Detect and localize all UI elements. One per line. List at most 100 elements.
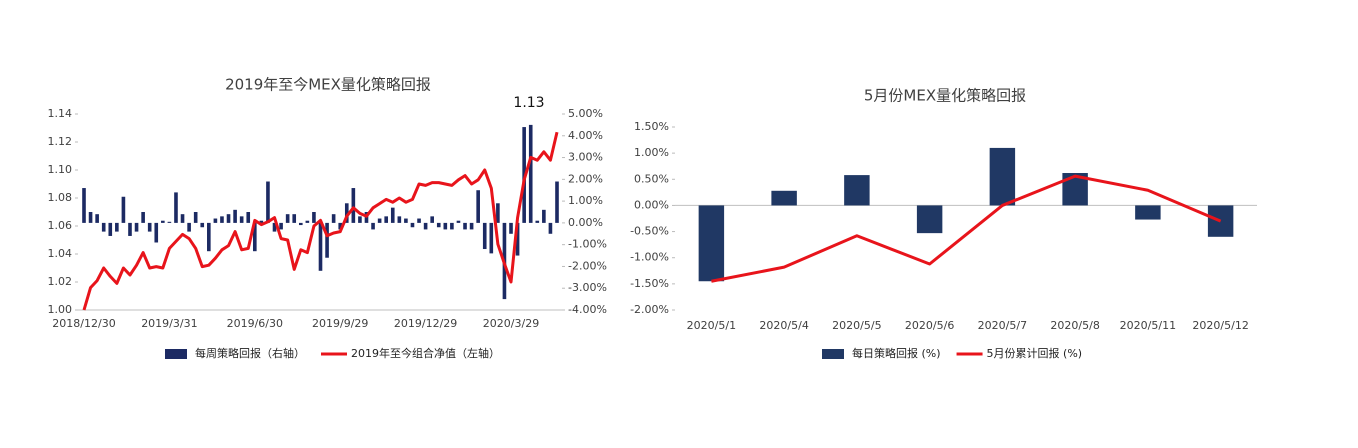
legend-label: 2019年至今组合净值（左轴）	[351, 346, 500, 360]
x-tick-label: 2019/9/29	[312, 317, 368, 330]
line	[82, 131, 559, 311]
bar	[489, 222, 494, 254]
bar	[108, 222, 113, 236]
bar	[180, 214, 185, 223]
bar	[423, 222, 428, 230]
bar	[916, 205, 943, 234]
bar	[390, 207, 395, 223]
x-tick-label: 2020/5/12	[1192, 319, 1248, 332]
bar	[207, 222, 211, 252]
bar	[509, 222, 513, 234]
y-tick-label: 1.06	[48, 219, 73, 232]
x-tick-label: 2019/12/29	[394, 317, 457, 330]
bar	[101, 222, 106, 232]
bar	[161, 220, 165, 223]
bar	[239, 216, 244, 223]
bar	[246, 212, 251, 223]
x-tick-label: 2020/5/1	[687, 319, 736, 332]
bar	[351, 188, 356, 223]
bar	[482, 222, 487, 250]
bar	[325, 222, 329, 258]
y-tick-label: 0.50%	[634, 172, 669, 185]
y-tick-label: 1.10	[48, 163, 73, 176]
bar	[377, 218, 382, 223]
chart-title: 5月份MEX量化策略回报	[864, 87, 1026, 105]
bar	[344, 203, 349, 223]
bar	[220, 216, 224, 223]
bar	[410, 222, 415, 228]
bar	[115, 222, 119, 232]
bar	[404, 218, 408, 223]
bar	[450, 222, 454, 230]
legend-label: 5月份累计回报 (%)	[987, 346, 1083, 360]
bar	[1135, 205, 1161, 220]
bar	[141, 212, 145, 223]
bar	[305, 220, 310, 223]
y2-tick-label: 1.00%	[568, 194, 603, 207]
bar	[174, 192, 178, 223]
legend-label: 每周策略回报（右轴）	[195, 346, 305, 360]
bar	[469, 222, 474, 230]
x-tick-label: 2020/5/7	[978, 319, 1027, 332]
x-tick-label: 2020/3/29	[483, 317, 539, 330]
y-tick-label: 1.12	[48, 135, 73, 148]
x-tick-label: 2020/5/6	[905, 319, 954, 332]
bar	[555, 181, 559, 223]
bar	[456, 220, 461, 223]
y-tick-label: 1.00%	[634, 146, 669, 159]
bar	[272, 222, 277, 232]
bar	[88, 212, 93, 223]
bar	[384, 216, 389, 223]
bar	[542, 209, 546, 223]
legend-label: 每日策略回报 (%)	[852, 346, 941, 360]
bar	[147, 222, 152, 232]
bar	[266, 181, 270, 223]
y2-tick-label: -4.00%	[568, 303, 607, 316]
bar	[331, 214, 336, 223]
y2-tick-label: 5.00%	[568, 107, 603, 120]
y-tick-label: -1.50%	[630, 277, 669, 290]
bar	[298, 222, 303, 226]
bar	[548, 222, 553, 234]
bar	[318, 222, 323, 271]
bar	[312, 212, 316, 223]
y-tick-label: 1.50%	[634, 120, 669, 133]
bar	[200, 222, 205, 228]
y-tick-label: 1.04	[48, 247, 73, 260]
x-tick-label: 2020/5/11	[1120, 319, 1176, 332]
line	[711, 174, 1222, 283]
bar	[443, 222, 448, 230]
bar	[213, 218, 218, 223]
legend-swatch	[165, 349, 187, 359]
bar	[989, 147, 1016, 206]
bar	[259, 220, 264, 223]
y2-tick-label: 2.00%	[568, 172, 603, 185]
bar	[417, 218, 421, 223]
legend-swatch	[822, 349, 844, 359]
x-tick-label: 2020/5/4	[759, 319, 808, 332]
y2-tick-label: 3.00%	[568, 151, 603, 164]
bar	[292, 214, 297, 223]
bar	[844, 175, 870, 206]
bar	[233, 209, 237, 223]
x-tick-label: 2020/5/8	[1050, 319, 1099, 332]
bar	[128, 222, 132, 236]
bar	[430, 216, 434, 223]
bar	[698, 205, 725, 282]
y-tick-label: 1.02	[48, 275, 73, 288]
bar	[82, 188, 86, 223]
bar	[535, 220, 540, 223]
y-tick-label: -2.00%	[630, 303, 669, 316]
y-tick-label: 1.08	[48, 191, 73, 204]
bar	[371, 222, 375, 230]
bar	[515, 222, 520, 256]
bar	[226, 214, 231, 223]
y2-tick-label: 4.00%	[568, 129, 603, 142]
bar	[528, 124, 533, 223]
bar	[496, 203, 500, 223]
y2-tick-label: -2.00%	[568, 259, 607, 272]
bar	[436, 222, 441, 228]
chart-title: 2019年至今MEX量化策略回报	[225, 76, 431, 94]
y-tick-label: 1.14	[48, 107, 73, 120]
bar	[187, 222, 191, 232]
